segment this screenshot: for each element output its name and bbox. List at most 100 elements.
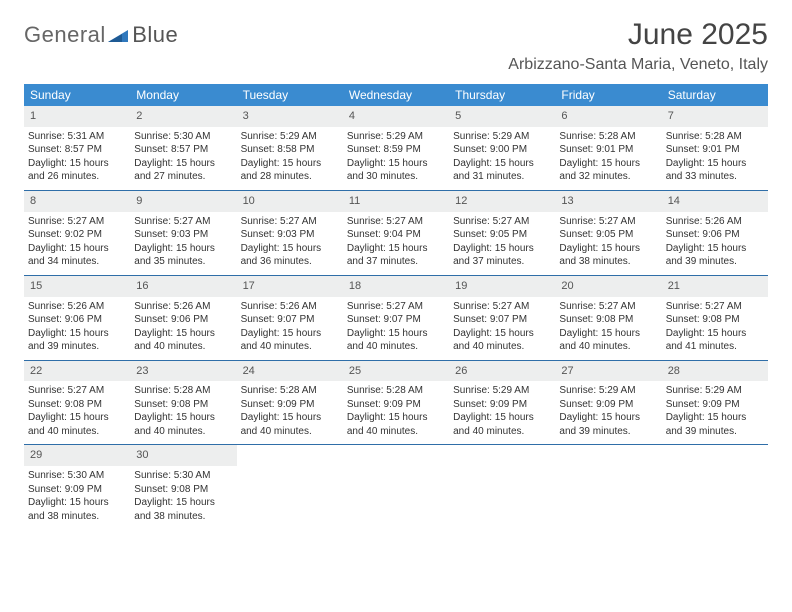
day-number: 23 (130, 360, 236, 381)
sunset-text: Sunset: 9:09 PM (241, 398, 339, 412)
day-cell: Sunrise: 5:29 AMSunset: 9:09 PMDaylight:… (449, 381, 555, 445)
day-cell: Sunrise: 5:27 AMSunset: 9:03 PMDaylight:… (130, 212, 236, 276)
sunset-text: Sunset: 9:02 PM (28, 228, 126, 242)
sunrise-text: Sunrise: 5:30 AM (134, 130, 232, 144)
daylight-text: Daylight: 15 hours and 30 minutes. (347, 157, 445, 184)
sunset-text: Sunset: 9:08 PM (134, 483, 232, 497)
day-number: 9 (130, 190, 236, 211)
day-number: 11 (343, 190, 449, 211)
daynum-row: 891011121314 (24, 190, 768, 211)
daylight-text: Daylight: 15 hours and 36 minutes. (241, 242, 339, 269)
daylight-text: Daylight: 15 hours and 38 minutes. (28, 496, 126, 523)
day-cell: Sunrise: 5:29 AMSunset: 9:09 PMDaylight:… (662, 381, 768, 445)
day-number: 19 (449, 275, 555, 296)
daylight-text: Daylight: 15 hours and 37 minutes. (453, 242, 551, 269)
day-number: 25 (343, 360, 449, 381)
sunrise-text: Sunrise: 5:29 AM (559, 384, 657, 398)
logo-text-1: General (24, 22, 128, 47)
sunset-text: Sunset: 9:07 PM (347, 313, 445, 327)
logo-text-2: Blue (132, 22, 178, 47)
day-number: 7 (662, 106, 768, 127)
detail-row: Sunrise: 5:31 AMSunset: 8:57 PMDaylight:… (24, 127, 768, 191)
day-number: 27 (555, 360, 661, 381)
daylight-text: Daylight: 15 hours and 26 minutes. (28, 157, 126, 184)
daylight-text: Daylight: 15 hours and 40 minutes. (134, 327, 232, 354)
day-cell: Sunrise: 5:27 AMSunset: 9:05 PMDaylight:… (555, 212, 661, 276)
day-cell: Sunrise: 5:26 AMSunset: 9:06 PMDaylight:… (662, 212, 768, 276)
sunset-text: Sunset: 9:06 PM (666, 228, 764, 242)
daylight-text: Daylight: 15 hours and 38 minutes. (559, 242, 657, 269)
daylight-text: Daylight: 15 hours and 39 minutes. (666, 242, 764, 269)
day-header: Saturday (662, 84, 768, 106)
sunrise-text: Sunrise: 5:26 AM (134, 300, 232, 314)
day-cell: Sunrise: 5:27 AMSunset: 9:04 PMDaylight:… (343, 212, 449, 276)
daylight-text: Daylight: 15 hours and 40 minutes. (241, 327, 339, 354)
sunset-text: Sunset: 8:57 PM (134, 143, 232, 157)
sunrise-text: Sunrise: 5:29 AM (453, 130, 551, 144)
day-cell: Sunrise: 5:27 AMSunset: 9:03 PMDaylight:… (237, 212, 343, 276)
day-cell (449, 466, 555, 529)
daylight-text: Daylight: 15 hours and 34 minutes. (28, 242, 126, 269)
sunrise-text: Sunrise: 5:27 AM (559, 215, 657, 229)
day-header: Monday (130, 84, 236, 106)
daynum-row: 1234567 (24, 106, 768, 127)
daylight-text: Daylight: 15 hours and 39 minutes. (28, 327, 126, 354)
day-number: 2 (130, 106, 236, 127)
day-number: 18 (343, 275, 449, 296)
day-header: Tuesday (237, 84, 343, 106)
day-number: 8 (24, 190, 130, 211)
day-number: 6 (555, 106, 661, 127)
sunrise-text: Sunrise: 5:27 AM (347, 215, 445, 229)
sunset-text: Sunset: 9:01 PM (666, 143, 764, 157)
sunset-text: Sunset: 9:06 PM (28, 313, 126, 327)
sunrise-text: Sunrise: 5:29 AM (666, 384, 764, 398)
day-cell: Sunrise: 5:27 AMSunset: 9:08 PMDaylight:… (24, 381, 130, 445)
sunrise-text: Sunrise: 5:26 AM (28, 300, 126, 314)
sunrise-text: Sunrise: 5:27 AM (666, 300, 764, 314)
sunset-text: Sunset: 9:03 PM (241, 228, 339, 242)
daynum-row: 2930 (24, 445, 768, 466)
day-number: 30 (130, 445, 236, 466)
daylight-text: Daylight: 15 hours and 40 minutes. (347, 327, 445, 354)
daynum-row: 15161718192021 (24, 275, 768, 296)
day-cell (662, 466, 768, 529)
day-cell: Sunrise: 5:30 AMSunset: 8:57 PMDaylight:… (130, 127, 236, 191)
day-header: Thursday (449, 84, 555, 106)
logo-triangle-icon (108, 22, 128, 48)
day-cell: Sunrise: 5:26 AMSunset: 9:06 PMDaylight:… (130, 297, 236, 361)
day-number (555, 445, 661, 466)
sunrise-text: Sunrise: 5:29 AM (241, 130, 339, 144)
day-cell: Sunrise: 5:26 AMSunset: 9:07 PMDaylight:… (237, 297, 343, 361)
day-cell: Sunrise: 5:28 AMSunset: 9:01 PMDaylight:… (662, 127, 768, 191)
sunset-text: Sunset: 9:00 PM (453, 143, 551, 157)
daylight-text: Daylight: 15 hours and 37 minutes. (347, 242, 445, 269)
daylight-text: Daylight: 15 hours and 40 minutes. (559, 327, 657, 354)
day-cell: Sunrise: 5:27 AMSunset: 9:02 PMDaylight:… (24, 212, 130, 276)
sunset-text: Sunset: 9:06 PM (134, 313, 232, 327)
logo: General Blue (24, 22, 178, 48)
sunset-text: Sunset: 9:09 PM (666, 398, 764, 412)
sunrise-text: Sunrise: 5:28 AM (559, 130, 657, 144)
calendar-table: Sunday Monday Tuesday Wednesday Thursday… (24, 84, 768, 529)
daynum-row: 22232425262728 (24, 360, 768, 381)
day-number (449, 445, 555, 466)
day-number: 22 (24, 360, 130, 381)
day-number: 10 (237, 190, 343, 211)
day-cell: Sunrise: 5:31 AMSunset: 8:57 PMDaylight:… (24, 127, 130, 191)
sunset-text: Sunset: 9:07 PM (453, 313, 551, 327)
daylight-text: Daylight: 15 hours and 39 minutes. (666, 411, 764, 438)
day-header: Sunday (24, 84, 130, 106)
detail-row: Sunrise: 5:30 AMSunset: 9:09 PMDaylight:… (24, 466, 768, 529)
daylight-text: Daylight: 15 hours and 40 minutes. (134, 411, 232, 438)
sunrise-text: Sunrise: 5:27 AM (134, 215, 232, 229)
daylight-text: Daylight: 15 hours and 31 minutes. (453, 157, 551, 184)
day-number (662, 445, 768, 466)
detail-row: Sunrise: 5:26 AMSunset: 9:06 PMDaylight:… (24, 297, 768, 361)
day-number: 28 (662, 360, 768, 381)
day-cell: Sunrise: 5:26 AMSunset: 9:06 PMDaylight:… (24, 297, 130, 361)
sunset-text: Sunset: 9:04 PM (347, 228, 445, 242)
sunset-text: Sunset: 9:01 PM (559, 143, 657, 157)
sunrise-text: Sunrise: 5:29 AM (347, 130, 445, 144)
sunrise-text: Sunrise: 5:29 AM (453, 384, 551, 398)
daylight-text: Daylight: 15 hours and 35 minutes. (134, 242, 232, 269)
